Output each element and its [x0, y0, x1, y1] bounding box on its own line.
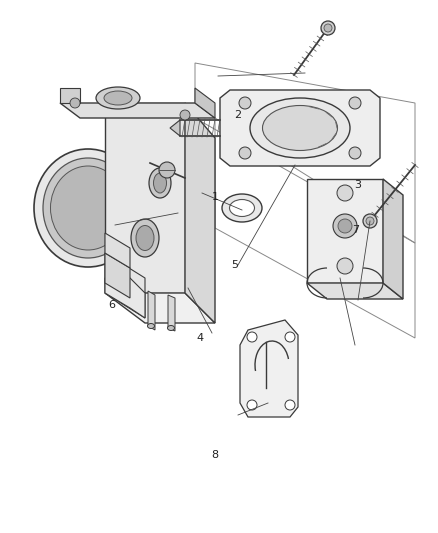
Circle shape — [348, 97, 360, 109]
Circle shape — [336, 258, 352, 274]
Text: 1: 1 — [211, 192, 218, 202]
Polygon shape — [105, 278, 145, 318]
Text: 6: 6 — [108, 300, 115, 310]
Text: 2: 2 — [234, 110, 241, 120]
Polygon shape — [60, 88, 80, 103]
Circle shape — [332, 214, 356, 238]
Polygon shape — [105, 293, 215, 323]
Ellipse shape — [167, 326, 174, 330]
Ellipse shape — [249, 98, 349, 158]
Ellipse shape — [222, 194, 261, 222]
Polygon shape — [105, 103, 184, 293]
Ellipse shape — [164, 201, 191, 219]
Polygon shape — [306, 283, 402, 299]
Polygon shape — [306, 179, 382, 283]
Ellipse shape — [155, 195, 200, 225]
Circle shape — [320, 21, 334, 35]
Circle shape — [365, 217, 373, 225]
Polygon shape — [240, 320, 297, 417]
Polygon shape — [148, 291, 155, 330]
Circle shape — [362, 214, 376, 228]
Circle shape — [238, 147, 251, 159]
Polygon shape — [105, 253, 130, 298]
Polygon shape — [170, 120, 180, 136]
Text: 7: 7 — [352, 225, 359, 235]
Circle shape — [284, 400, 294, 410]
Polygon shape — [105, 253, 145, 318]
Polygon shape — [60, 103, 215, 118]
Circle shape — [247, 332, 256, 342]
Text: 5: 5 — [231, 260, 238, 270]
Circle shape — [247, 400, 256, 410]
Circle shape — [70, 98, 80, 108]
Ellipse shape — [148, 168, 171, 198]
Circle shape — [337, 219, 351, 233]
Circle shape — [238, 97, 251, 109]
Polygon shape — [219, 90, 379, 166]
Ellipse shape — [136, 225, 154, 251]
Polygon shape — [105, 233, 130, 268]
Text: 3: 3 — [354, 180, 360, 190]
Ellipse shape — [131, 219, 159, 257]
Ellipse shape — [229, 199, 254, 216]
Circle shape — [336, 185, 352, 201]
Circle shape — [159, 162, 175, 178]
Text: 8: 8 — [211, 450, 218, 460]
Circle shape — [180, 110, 190, 120]
Text: 4: 4 — [196, 333, 203, 343]
Polygon shape — [184, 103, 215, 323]
Ellipse shape — [96, 87, 140, 109]
Polygon shape — [194, 88, 215, 118]
Polygon shape — [382, 179, 402, 299]
Circle shape — [323, 24, 331, 32]
Polygon shape — [168, 295, 175, 331]
Ellipse shape — [147, 324, 154, 328]
Ellipse shape — [104, 91, 132, 105]
Ellipse shape — [43, 158, 133, 258]
Ellipse shape — [262, 106, 337, 150]
Circle shape — [348, 147, 360, 159]
Ellipse shape — [153, 173, 166, 193]
Circle shape — [284, 332, 294, 342]
Ellipse shape — [34, 149, 141, 267]
Ellipse shape — [50, 166, 125, 250]
